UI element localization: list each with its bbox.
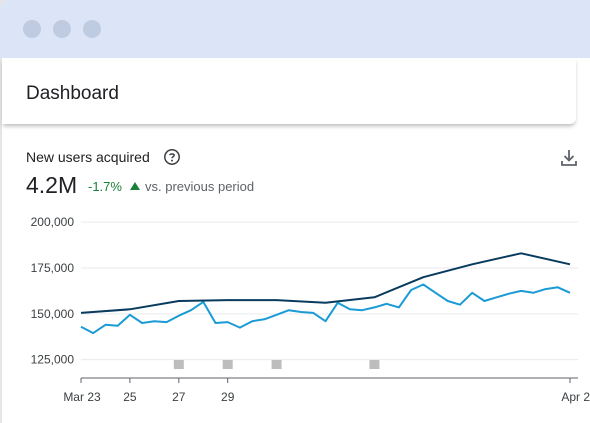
annotation-marker xyxy=(222,360,233,369)
metric-compare-text: vs. previous period xyxy=(145,179,255,194)
y-tick-label: 200,000 xyxy=(31,215,75,229)
window-dot-1[interactable] xyxy=(23,20,41,38)
x-tick-label: 29 xyxy=(221,390,235,404)
triangle-up-icon xyxy=(130,182,140,190)
metric-label: New users acquired xyxy=(26,149,150,165)
window-titlebar xyxy=(0,0,590,58)
x-tick-label: 27 xyxy=(172,390,186,404)
metric-value: 4.2M xyxy=(26,172,78,198)
users-line-chart: 125,000 150,000 175,000 200,000 Mar 23 25 27 29… xyxy=(31,215,590,404)
page-title: Dashboard xyxy=(26,83,119,104)
metric-change: -1.7% xyxy=(88,179,122,194)
x-tick-label: 25 xyxy=(123,390,137,404)
y-tick-label: 125,000 xyxy=(31,353,75,367)
previous-period-line xyxy=(80,252,571,314)
x-tick-label: Mar 23 xyxy=(63,390,101,404)
dashboard-window: Dashboard New users acquired 4.2M -1.7% … xyxy=(2,58,590,423)
y-tick-label: 175,000 xyxy=(31,261,75,275)
y-tick-label: 150,000 xyxy=(31,307,75,321)
annotation-marker xyxy=(369,360,380,369)
help-circle-icon[interactable] xyxy=(163,148,181,166)
annotation-marker xyxy=(271,360,282,369)
x-tick-label: Apr 2 xyxy=(561,390,590,404)
current-period-line xyxy=(80,283,571,335)
download-icon[interactable] xyxy=(559,148,579,168)
window-dot-2[interactable] xyxy=(53,20,71,38)
annotation-marker xyxy=(173,360,184,369)
window-dot-3[interactable] xyxy=(83,20,101,38)
dashboard-header: Dashboard xyxy=(2,58,576,124)
